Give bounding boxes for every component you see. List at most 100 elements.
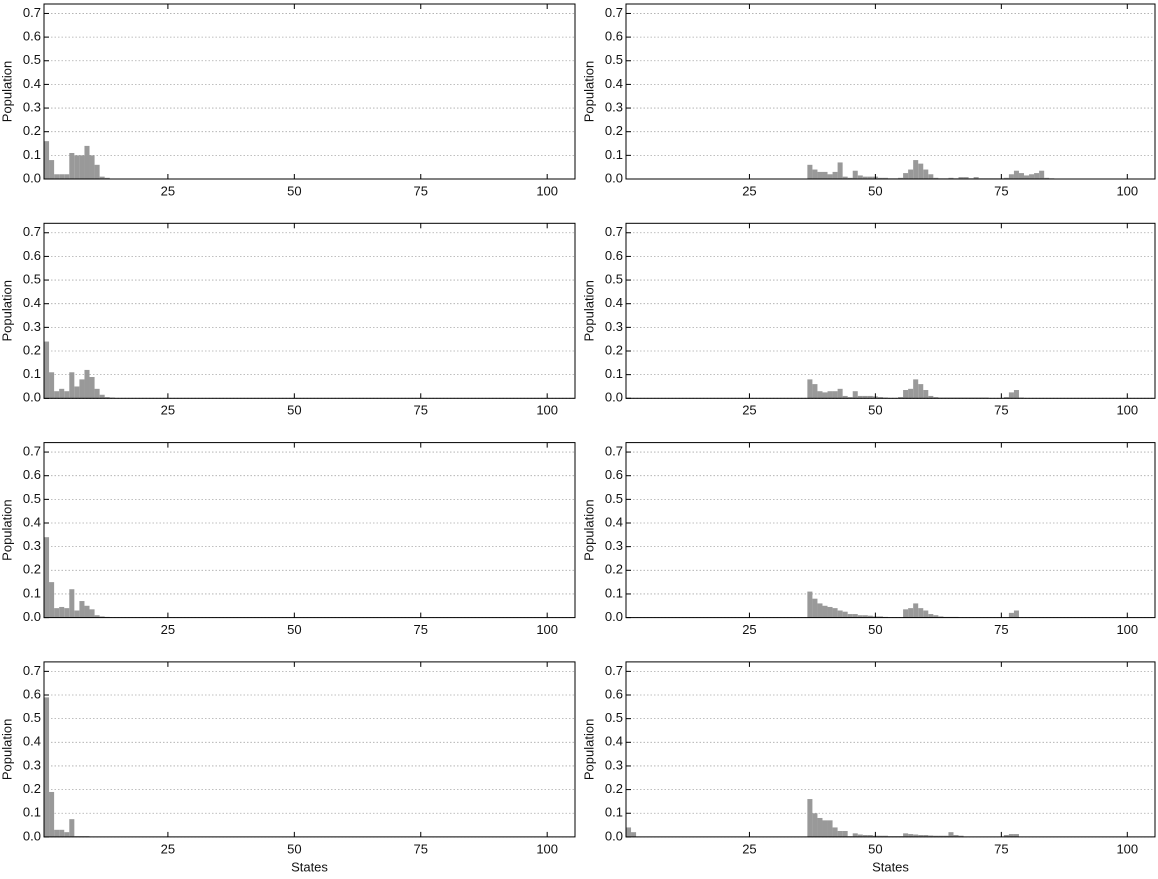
bar	[928, 835, 934, 837]
bar	[913, 603, 919, 618]
bar	[812, 598, 818, 618]
bar	[1003, 835, 1009, 837]
y-axis-label: Population	[0, 499, 14, 560]
bar	[817, 171, 823, 179]
bar	[973, 177, 979, 179]
y-tick-label: 0.7	[605, 5, 623, 20]
bar	[862, 395, 868, 399]
bar	[857, 175, 863, 179]
y-tick-label: 0.4	[605, 76, 623, 91]
bar	[842, 611, 848, 618]
bar	[898, 177, 904, 179]
bar	[54, 391, 60, 399]
y-axis-label: Population	[581, 61, 596, 122]
bar	[94, 615, 100, 618]
y-tick-label: 0.0	[605, 390, 623, 405]
bar	[928, 395, 934, 399]
bar	[69, 152, 75, 179]
x-tick-label: 25	[742, 622, 756, 637]
x-tick-label: 100	[1116, 622, 1138, 637]
bar	[877, 397, 883, 399]
bar	[877, 835, 883, 837]
plot-frame	[43, 222, 576, 399]
bar	[1039, 170, 1045, 179]
x-tick-label: 25	[161, 622, 175, 637]
bar	[69, 372, 75, 399]
bar	[847, 614, 853, 618]
bar	[812, 169, 818, 179]
plot-frame	[43, 661, 576, 838]
x-tick-label: 100	[536, 403, 558, 418]
bar	[852, 391, 858, 399]
bar	[94, 388, 100, 399]
y-tick-label: 0.2	[605, 123, 623, 138]
bar	[1024, 175, 1030, 179]
bar	[857, 834, 863, 837]
y-tick-label: 0.3	[23, 319, 41, 334]
x-tick-label: 75	[414, 622, 428, 637]
y-tick-label: 0.1	[23, 366, 41, 381]
bar	[857, 615, 863, 618]
bar	[64, 608, 70, 618]
bar	[104, 397, 110, 399]
bar	[908, 388, 914, 399]
bar	[933, 177, 939, 179]
bar	[812, 813, 818, 837]
x-tick-label: 50	[287, 622, 301, 637]
bar	[908, 169, 914, 179]
y-tick-label: 0.4	[23, 514, 41, 529]
bar	[963, 177, 969, 179]
x-tick-label: 50	[868, 183, 882, 198]
x-axis-label: States	[291, 859, 328, 874]
y-tick-label: 0.3	[605, 757, 623, 772]
bar	[79, 601, 85, 618]
y-tick-label: 0.5	[23, 491, 41, 506]
bar	[827, 174, 833, 179]
bar	[1034, 173, 1040, 179]
x-tick-label: 25	[161, 403, 175, 418]
y-tick-label: 0.0	[605, 609, 623, 624]
bar	[862, 835, 868, 837]
bar	[104, 177, 110, 179]
bar	[882, 177, 888, 179]
y-tick-label: 0.2	[23, 342, 41, 357]
bar	[822, 605, 828, 618]
x-tick-label: 75	[414, 183, 428, 198]
x-tick-label: 25	[161, 841, 175, 856]
y-tick-label: 0.0	[23, 390, 41, 405]
bar	[903, 390, 909, 399]
bar	[84, 605, 90, 618]
bar	[84, 369, 90, 399]
bar	[1008, 834, 1014, 837]
bar	[1044, 177, 1050, 179]
bar	[923, 169, 929, 179]
x-axis-label: States	[872, 859, 909, 874]
x-tick-label: 75	[414, 403, 428, 418]
y-tick-label: 0.5	[23, 271, 41, 286]
y-tick-label: 0.5	[605, 710, 623, 725]
bar	[59, 388, 65, 399]
bar	[923, 610, 929, 618]
x-tick-label: 75	[994, 622, 1008, 637]
bar	[827, 606, 833, 618]
y-tick-label: 0.6	[23, 248, 41, 263]
bar	[1013, 170, 1019, 179]
bar	[837, 162, 843, 179]
bar	[933, 615, 939, 618]
bar	[832, 171, 838, 179]
y-tick-label: 0.3	[23, 757, 41, 772]
bar	[1008, 174, 1014, 179]
y-tick-label: 0.7	[605, 663, 623, 678]
bar	[817, 603, 823, 618]
y-tick-label: 0.3	[23, 99, 41, 114]
bar	[44, 537, 50, 618]
bar	[837, 610, 843, 618]
y-tick-label: 0.2	[23, 562, 41, 577]
y-tick-label: 0.6	[23, 686, 41, 701]
x-tick-label: 100	[536, 183, 558, 198]
bar	[913, 379, 919, 399]
bar	[44, 341, 50, 399]
bar	[847, 177, 853, 179]
bar	[812, 384, 818, 399]
y-tick-label: 0.4	[605, 514, 623, 529]
